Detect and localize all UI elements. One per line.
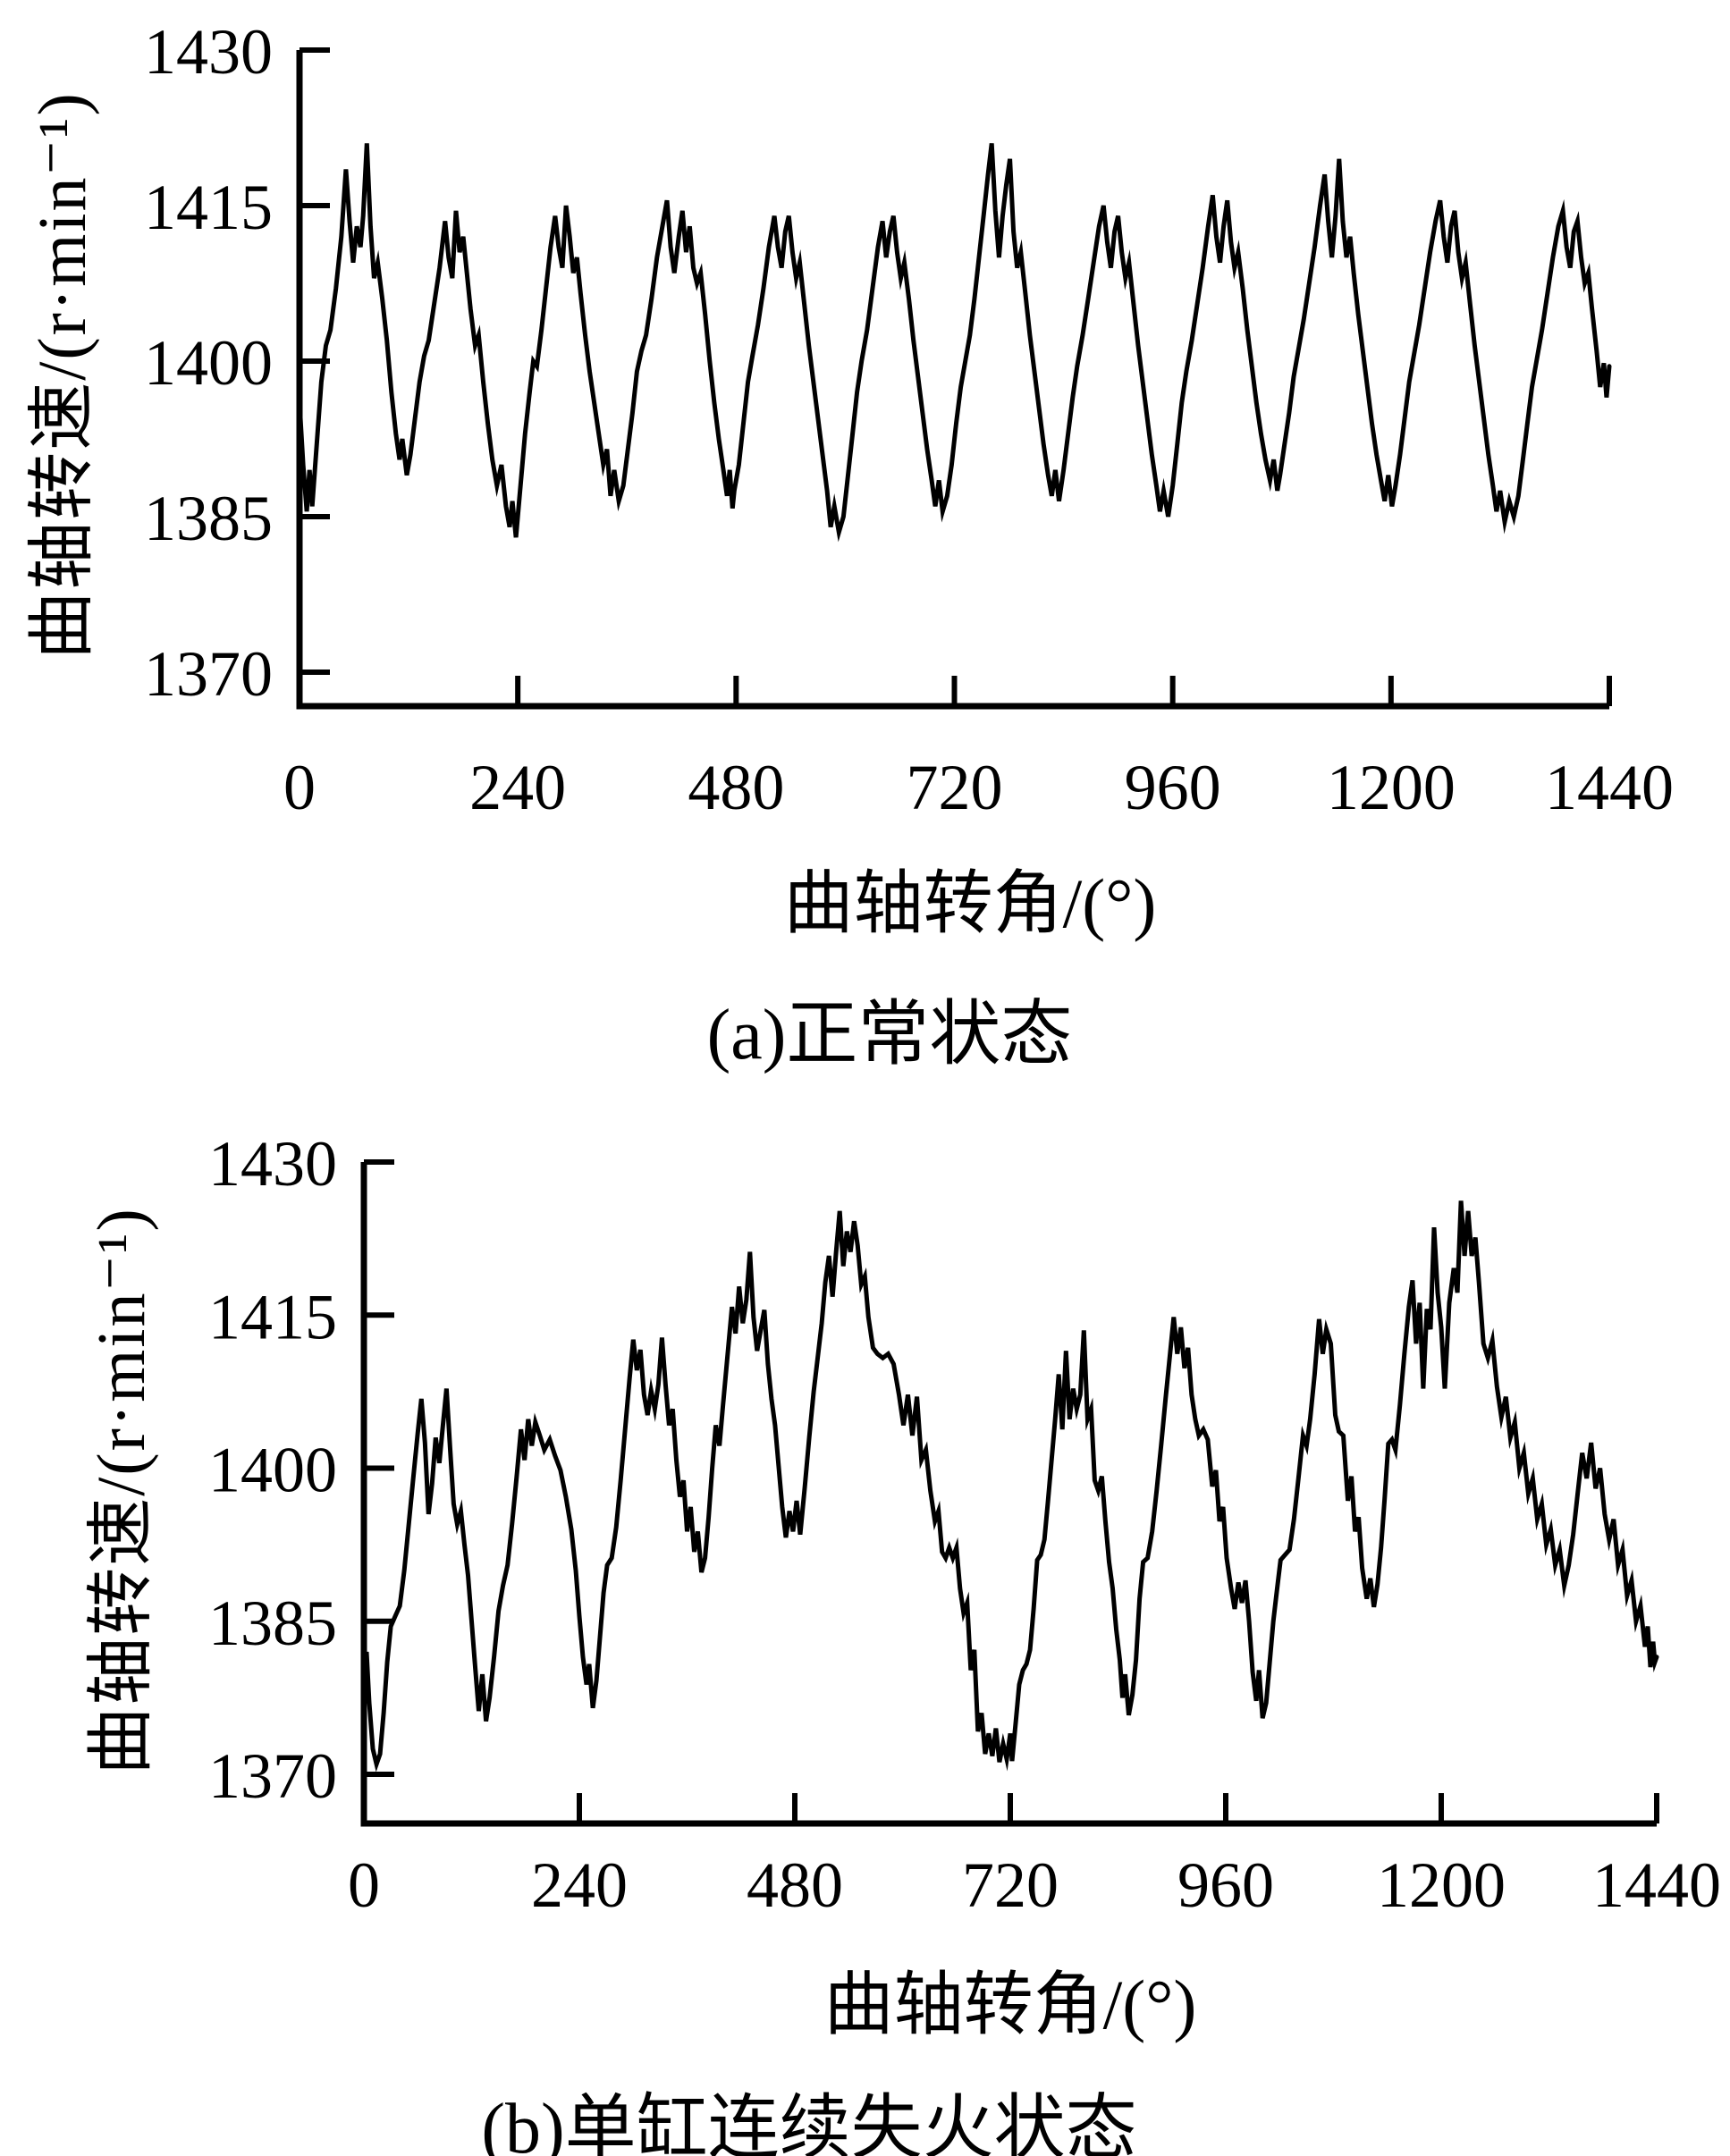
y-tick-label: 1430 xyxy=(208,1128,337,1200)
x-tick-label: 720 xyxy=(907,752,1003,823)
x-axis-title-a: 曲轴转角/(°) xyxy=(783,864,1157,942)
chart-a-canvas: 1370 1385 1400 1415 1430 0 240 480 720 960 1200 144… xyxy=(144,16,1674,823)
y-tick-label: 1370 xyxy=(144,638,273,710)
x-tick-label: 1440 xyxy=(1592,1849,1721,1921)
y-tick-label: 1415 xyxy=(144,172,273,243)
y-tick-label: 1385 xyxy=(144,483,273,554)
x-tick-label: 1440 xyxy=(1545,752,1674,823)
y-tick-label: 1385 xyxy=(208,1588,337,1659)
x-tick-label: 0 xyxy=(283,752,316,823)
signal-line xyxy=(297,143,1612,543)
y-tick-label: 1415 xyxy=(208,1281,337,1352)
axis-spine xyxy=(360,1162,1657,1827)
y-tick-label: 1430 xyxy=(144,16,273,88)
x-tick-label: 480 xyxy=(747,1849,843,1921)
x-tick-label: 240 xyxy=(531,1849,628,1921)
x-tick-label: 480 xyxy=(688,752,784,823)
y-tick-label: 1400 xyxy=(208,1435,337,1506)
x-tick-label: 720 xyxy=(962,1849,1059,1921)
x-tick-label: 240 xyxy=(469,752,566,823)
x-tick-label: 0 xyxy=(348,1849,380,1921)
y-axis-title-a: 曲轴转速/(r·min⁻¹) xyxy=(25,91,100,660)
chart-b-canvas: 1370 1385 1400 1415 1430 0 240 480 720 960 1200 144… xyxy=(208,1128,1721,1921)
y-tick-label: 1400 xyxy=(144,327,273,399)
y-tick-label: 1370 xyxy=(208,1740,337,1812)
x-tick-label: 1200 xyxy=(1327,752,1456,823)
axis-spine xyxy=(296,50,1609,710)
caption-b: (b)单缸连续失火状态 xyxy=(481,2090,1137,2156)
x-axis-title-b: 曲轴转角/(°) xyxy=(823,1966,1197,2043)
signal-line xyxy=(361,1200,1659,1773)
y-axis-title-b: 曲轴转速/(r·min⁻¹) xyxy=(84,1207,159,1775)
x-tick-label: 960 xyxy=(1125,752,1221,823)
x-tick-label: 1200 xyxy=(1377,1849,1506,1921)
caption-a: (a)正常状态 xyxy=(706,996,1073,1074)
x-tick-label: 960 xyxy=(1177,1849,1274,1921)
